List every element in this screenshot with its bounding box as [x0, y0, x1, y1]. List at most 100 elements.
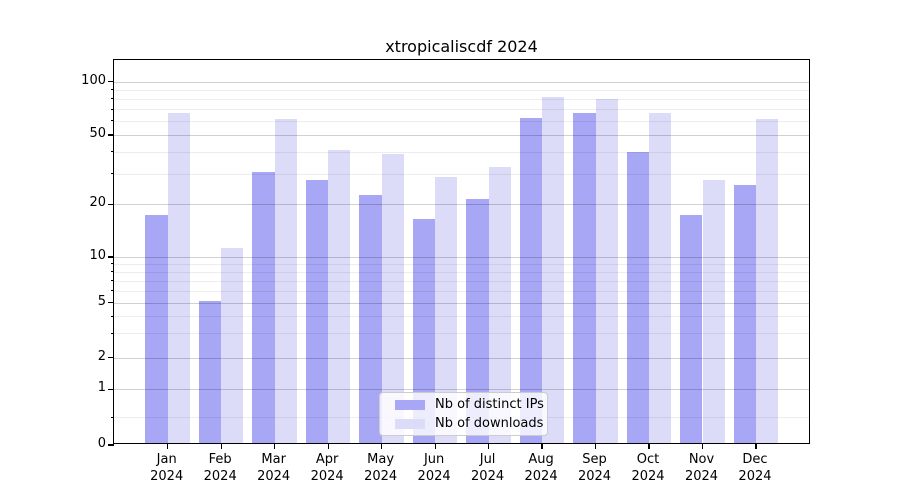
month-label-dec: Dec	[742, 452, 768, 467]
chart-title: xtropicaliscdf 2024	[385, 37, 538, 56]
bar-downloads-feb	[221, 247, 244, 443]
bar-downloads-mar	[274, 118, 297, 443]
bar-downloads-dec	[755, 118, 779, 443]
month-label-nov: Nov	[688, 452, 715, 467]
year-label-may: 2024	[364, 469, 398, 484]
month-label-jan: Jan	[156, 452, 177, 467]
bar-downloads-oct	[649, 112, 672, 443]
xtick-label-nov: Nov 2024	[670, 451, 734, 485]
year-label-nov: 2024	[684, 469, 719, 484]
gridline-50	[114, 135, 809, 136]
bar-downloads-jul	[488, 166, 511, 443]
xtick-label-aug: Aug 2024	[509, 451, 573, 485]
xtick-mar	[274, 443, 276, 449]
ytick-minor-4	[110, 315, 114, 317]
bar-downloads-aug	[542, 96, 565, 443]
bar-downloads-sep	[595, 98, 618, 443]
year-label-oct: 2024	[631, 469, 665, 484]
bar-distinct-ips-jul	[466, 198, 489, 443]
xtick-label-dec: Dec 2024	[723, 451, 787, 485]
ytick-2	[108, 357, 114, 359]
month-label-apr: Apr	[315, 452, 339, 467]
xtick-dec	[755, 443, 757, 449]
month-label-feb: Feb	[208, 452, 232, 467]
ytick-1	[108, 388, 114, 390]
month-label-aug: Aug	[528, 452, 554, 467]
ytick-20	[108, 203, 114, 205]
year-label-apr: 2024	[310, 469, 344, 484]
legend: Nb of distinct IPs Nb of downloads	[379, 392, 548, 436]
month-label-oct: Oct	[636, 452, 660, 467]
bar-distinct-ips-mar	[252, 171, 275, 443]
month-label-may: May	[367, 452, 395, 467]
ytick-label-100: 100	[81, 72, 106, 88]
year-label-jun: 2024	[417, 469, 451, 484]
xtick-label-feb: Feb 2024	[188, 451, 252, 485]
ytick-100	[108, 81, 114, 83]
month-label-sep: Sep	[582, 452, 607, 467]
ytick-minor-70	[110, 108, 114, 110]
bar-distinct-ips-dec	[733, 185, 756, 443]
legend-label-distinct-ips: Nb of distinct IPs	[435, 397, 544, 412]
xtick-jul	[487, 443, 490, 449]
plot-area	[108, 59, 810, 449]
bar-distinct-ips-nov	[680, 214, 703, 443]
ytick-minor-90	[110, 89, 114, 91]
minor-gridline-40	[114, 151, 809, 153]
month-label-jul: Jul	[479, 452, 496, 467]
ytick-minor-30	[110, 173, 114, 175]
ytick-minor-6	[110, 290, 114, 292]
ytick-minor-9	[110, 263, 114, 265]
minor-gridline-30	[114, 173, 809, 175]
ytick-5	[108, 302, 114, 304]
bar-distinct-ips-sep	[573, 112, 596, 443]
ytick-minor-0_5	[110, 416, 114, 418]
bar-distinct-ips-apr	[305, 179, 329, 443]
xtick-feb	[220, 443, 222, 449]
bar-downloads-jan	[167, 112, 190, 443]
xtick-nov	[701, 443, 704, 449]
minor-gridline-80	[114, 98, 809, 100]
distinct-ips-swatch	[395, 399, 425, 410]
ytick-0	[108, 444, 114, 446]
xtick-aug	[541, 443, 543, 449]
legend-item-downloads: Nb of downloads	[380, 416, 547, 432]
xtick-sep	[594, 443, 597, 449]
bar-distinct-ips-may	[359, 195, 382, 443]
xtick-label-sep: Sep 2024	[563, 451, 627, 485]
bar-distinct-ips-aug	[519, 117, 543, 443]
ytick-label-5: 5	[97, 293, 106, 309]
ytick-minor-80	[110, 98, 114, 100]
xtick-label-jan: Jan 2024	[135, 451, 199, 485]
xtick-label-may: May 2024	[349, 451, 413, 485]
year-label-feb: 2024	[203, 469, 237, 484]
xtick-label-mar: Mar 2024	[242, 451, 306, 485]
xtick-jan	[167, 443, 169, 449]
xtick-label-apr: Apr 2024	[295, 451, 359, 485]
ytick-50	[108, 134, 114, 136]
bar-distinct-ips-feb	[198, 300, 222, 443]
ytick-label-50: 50	[89, 126, 106, 141]
ytick-minor-8	[110, 271, 114, 273]
ytick-minor-40	[110, 151, 114, 153]
year-label-jul: 2024	[471, 469, 505, 484]
bar-downloads-nov	[702, 179, 725, 443]
xtick-apr	[327, 443, 329, 449]
ytick-10	[108, 256, 114, 258]
ytick-label-20: 20	[89, 195, 106, 211]
xtick-label-jun: Jun 2024	[402, 451, 466, 485]
month-label-jun: Jun	[423, 452, 445, 467]
xtick-oct	[648, 443, 650, 449]
gridline-100	[114, 81, 809, 83]
ytick-minor-3	[110, 332, 114, 334]
year-label-sep: 2024	[577, 469, 612, 484]
bar-downloads-jun	[435, 176, 458, 443]
xtick-label-oct: Oct 2024	[616, 451, 680, 485]
ytick-minor-7	[110, 280, 114, 282]
year-label-dec: 2024	[738, 469, 772, 484]
year-label-jan: 2024	[150, 469, 184, 484]
xtick-may	[381, 443, 383, 449]
year-label-mar: 2024	[257, 469, 291, 484]
ytick-minor-60	[110, 120, 114, 122]
minor-gridline-90	[114, 89, 809, 91]
